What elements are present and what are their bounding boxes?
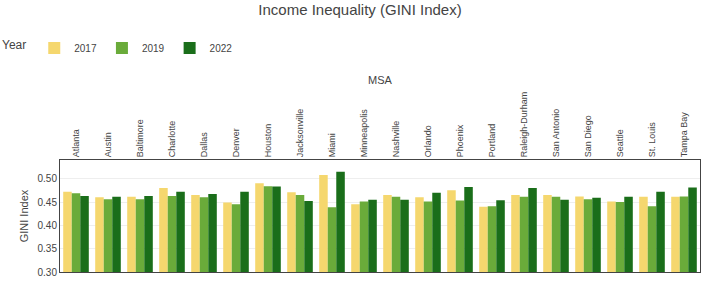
svg-text:Phoenix: Phoenix [455, 124, 465, 157]
svg-text:San Antonio: San Antonio [551, 109, 561, 158]
svg-text:Income Inequality (GINI Index): Income Inequality (GINI Index) [258, 1, 461, 18]
svg-text:Austin: Austin [103, 132, 113, 157]
svg-text:St. Louis: St. Louis [647, 122, 657, 158]
svg-text:0.50: 0.50 [38, 173, 58, 184]
svg-text:0.40: 0.40 [38, 220, 58, 231]
svg-text:MSA: MSA [368, 74, 393, 86]
svg-text:0.45: 0.45 [38, 197, 58, 208]
svg-text:Orlando: Orlando [423, 125, 433, 157]
svg-text:Atlanta: Atlanta [71, 129, 81, 157]
svg-text:Denver: Denver [231, 128, 241, 157]
svg-text:2019: 2019 [142, 43, 165, 54]
svg-text:Raleigh-Durham: Raleigh-Durham [519, 92, 529, 158]
svg-text:Portland: Portland [487, 124, 497, 158]
svg-text:Baltimore: Baltimore [135, 119, 145, 157]
svg-text:0.30: 0.30 [38, 267, 58, 278]
svg-text:Tampa Bay: Tampa Bay [679, 112, 689, 158]
svg-text:Houston: Houston [263, 124, 273, 158]
svg-text:Minneapolis: Minneapolis [359, 109, 369, 158]
svg-text:Dallas: Dallas [199, 132, 209, 158]
svg-text:Jacksonville: Jacksonville [295, 109, 305, 158]
svg-text:Nashville: Nashville [391, 121, 401, 158]
svg-text:0.35: 0.35 [38, 243, 58, 254]
svg-text:Charlotte: Charlotte [167, 121, 177, 158]
svg-text:Miami: Miami [327, 133, 337, 157]
svg-text:GINI Index: GINI Index [18, 189, 30, 242]
svg-text:2017: 2017 [74, 43, 97, 54]
svg-text:2022: 2022 [210, 43, 233, 54]
svg-text:Year: Year [2, 38, 26, 52]
svg-text:Seattle: Seattle [615, 129, 625, 157]
svg-text:San Diego: San Diego [583, 115, 593, 157]
